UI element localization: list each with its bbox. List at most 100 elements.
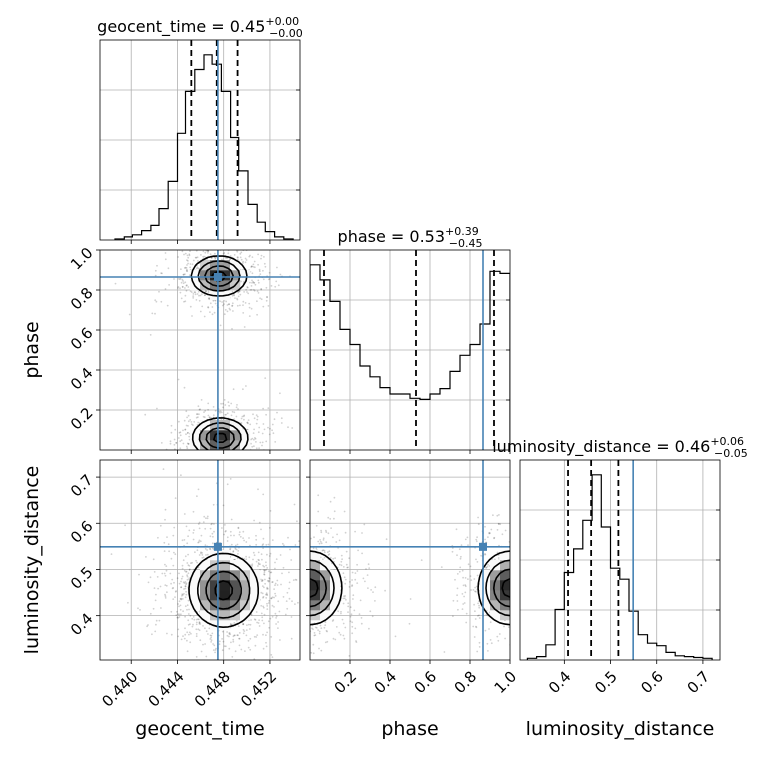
scatter-point xyxy=(517,598,519,600)
scatter-point xyxy=(370,589,372,591)
scatter-point xyxy=(532,569,534,571)
scatter-point xyxy=(193,291,196,293)
scatter-point xyxy=(569,565,571,567)
scatter-point xyxy=(180,598,183,601)
scatter-point xyxy=(185,590,188,593)
scatter-point xyxy=(467,578,469,580)
scatter-point xyxy=(515,658,517,660)
scatter-point xyxy=(271,615,274,618)
scatter-point xyxy=(292,549,294,551)
scatter-point xyxy=(528,543,530,545)
scatter-point xyxy=(175,457,177,459)
scatter-point xyxy=(182,610,185,613)
scatter-point xyxy=(286,591,289,594)
scatter-point xyxy=(215,453,217,455)
scatter-point xyxy=(300,634,302,636)
scatter-point xyxy=(288,697,290,699)
scatter-point xyxy=(242,537,245,539)
scatter-point xyxy=(269,571,272,574)
scatter-point xyxy=(475,558,477,561)
scatter-point xyxy=(487,536,489,538)
scatter-point xyxy=(266,553,268,556)
density-cell xyxy=(200,610,211,621)
scatter-point xyxy=(276,579,279,582)
scatter-point xyxy=(320,411,322,413)
scatter-point xyxy=(511,627,513,629)
scatter-point xyxy=(243,418,245,421)
scatter-point xyxy=(190,291,193,293)
scatter-point xyxy=(463,595,465,598)
scatter-point xyxy=(276,411,278,414)
scatter-point xyxy=(261,661,263,663)
scatter-point xyxy=(258,236,260,238)
scatter-point xyxy=(238,290,241,292)
scatter-point xyxy=(183,300,185,303)
scatter-point xyxy=(197,421,200,424)
scatter-point xyxy=(179,447,182,450)
scatter-point xyxy=(265,634,267,637)
scatter-point xyxy=(197,405,200,408)
scatter-point xyxy=(374,600,376,602)
scatter-point xyxy=(317,494,320,497)
scatter-point xyxy=(351,571,354,574)
scatter-point xyxy=(233,622,236,624)
scatter-point xyxy=(258,447,260,450)
scatter-point xyxy=(305,604,307,606)
scatter-point xyxy=(124,524,126,527)
scatter-point xyxy=(173,526,176,529)
scatter-point xyxy=(221,630,224,633)
scatter-point xyxy=(181,286,184,288)
scatter-point xyxy=(237,625,240,628)
scatter-point xyxy=(262,537,265,540)
scatter-point xyxy=(538,571,540,573)
scatter-point xyxy=(181,539,184,542)
scatter-point xyxy=(348,557,351,560)
density-cell xyxy=(490,570,501,581)
scatter-point xyxy=(291,621,293,623)
scatter-point xyxy=(536,593,538,595)
panel-frame xyxy=(99,249,301,451)
scatter-point xyxy=(229,530,232,533)
scatter-point xyxy=(212,406,215,408)
x-tick-label: 0.6 xyxy=(637,668,667,698)
scatter-point xyxy=(224,404,227,406)
scatter-point xyxy=(239,244,241,246)
scatter-point xyxy=(180,580,182,583)
scatter-point xyxy=(186,447,189,450)
scatter-point xyxy=(232,454,234,456)
scatter-point xyxy=(270,597,273,600)
scatter-point xyxy=(362,577,365,580)
scatter-point xyxy=(180,281,183,284)
scatter-point xyxy=(462,576,464,579)
scatter-point xyxy=(184,287,186,289)
scatter-point xyxy=(535,598,537,600)
scatter-point xyxy=(262,596,264,599)
scatter-point xyxy=(214,649,217,651)
scatter-point xyxy=(229,308,232,311)
scatter-point xyxy=(475,625,477,628)
scatter-point xyxy=(233,418,236,420)
scatter-point xyxy=(287,564,289,566)
scatter-point xyxy=(214,223,216,225)
scatter-point xyxy=(554,596,556,598)
scatter-point xyxy=(179,287,181,290)
scatter-point xyxy=(568,558,570,560)
scatter-point xyxy=(533,600,535,602)
scatter-point xyxy=(457,608,459,611)
contour-line xyxy=(310,578,510,598)
scatter-point xyxy=(464,577,467,579)
scatter-point xyxy=(274,584,276,587)
scatter-point xyxy=(169,440,172,443)
scatter-point xyxy=(351,585,353,587)
scatter-point xyxy=(541,594,543,596)
scatter-point xyxy=(185,525,188,528)
scatter-point xyxy=(179,278,182,281)
scatter-point xyxy=(513,608,515,610)
scatter-point xyxy=(552,642,554,644)
scatter-point xyxy=(223,303,225,305)
scatter-point xyxy=(526,557,528,559)
scatter-point xyxy=(308,644,310,646)
scatter-point xyxy=(538,574,540,576)
scatter-point xyxy=(185,267,188,269)
scatter-point xyxy=(525,507,527,509)
